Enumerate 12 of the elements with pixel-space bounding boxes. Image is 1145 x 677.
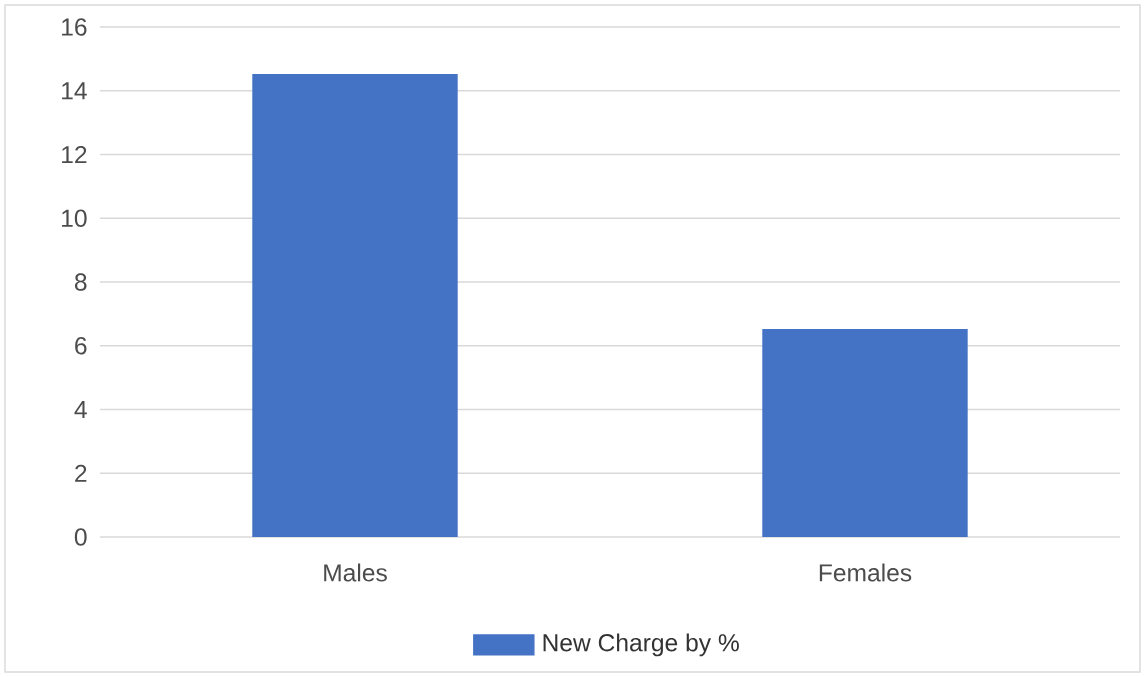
legend-label: New Charge by %	[543, 633, 739, 657]
y-tick-label: 0	[74, 528, 87, 546]
y-tick-label: 10	[62, 209, 87, 227]
x-tick-label: Males	[324, 563, 387, 582]
y-tick-label: 14	[62, 82, 87, 100]
y-tick-label: 2	[75, 464, 87, 482]
y-tick-label: 8	[74, 273, 87, 291]
y-tick-label: 12	[62, 145, 87, 164]
y-tick-label: 4	[74, 401, 87, 418]
y-tick-label: 6	[75, 337, 87, 355]
x-tick-label: Females	[819, 563, 912, 582]
y-tick-label: 16	[62, 18, 87, 36]
